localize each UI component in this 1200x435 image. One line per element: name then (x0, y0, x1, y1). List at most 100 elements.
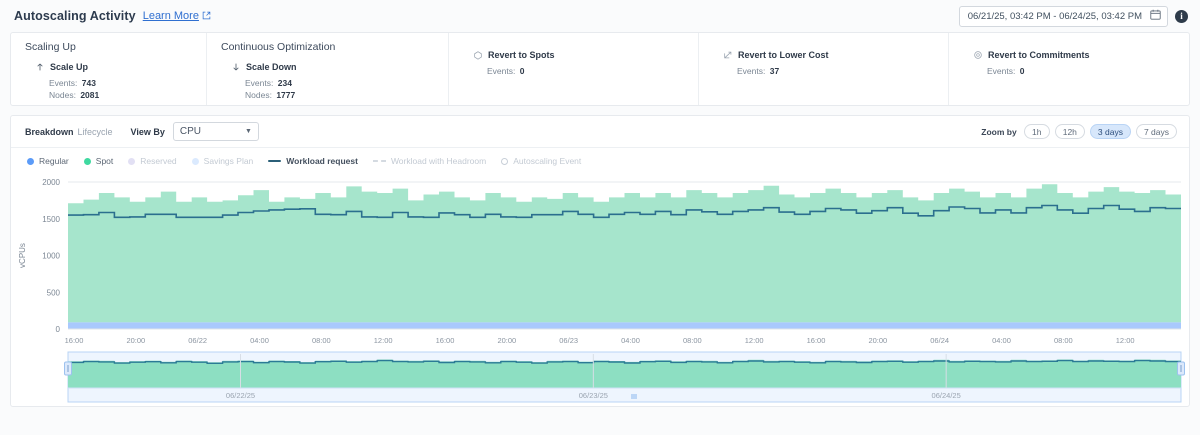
legend-item-spot[interactable]: Spot (83, 156, 114, 166)
legend-label: Spot (95, 156, 114, 166)
chart-controls: Breakdown Lifecycle View By CPU ▼ Zoom b… (11, 116, 1189, 147)
metric-row-value: 37 (769, 66, 780, 76)
metric-row-value: 234 (277, 78, 292, 88)
svg-text:1500: 1500 (42, 215, 60, 224)
svg-text:04:00: 04:00 (250, 336, 269, 345)
metric-label: Revert to Lower Cost (738, 50, 829, 60)
metric-label: Scale Down (246, 62, 297, 72)
metric-row-value: 0 (519, 66, 525, 76)
lower-cost-icon (723, 50, 733, 60)
card-scaling-up: Scaling Up Scale Up Events: 743 Nodes: 2… (11, 33, 206, 105)
metric-row: Nodes: 1777 (245, 89, 448, 101)
card-title: Continuous Optimization (221, 41, 336, 53)
zoom-option-3days[interactable]: 3 days (1089, 124, 1131, 139)
metric-row-label: Events: (487, 66, 516, 76)
legend-item-savings-plan[interactable]: Savings Plan (191, 156, 254, 166)
card-title: Scaling Up (25, 41, 76, 53)
commitments-icon (973, 50, 983, 60)
view-by-value: CPU (179, 126, 202, 137)
card-revert-to-commitments: Revert to Commitments Events: 0 (948, 33, 1189, 105)
learn-more-link[interactable]: Learn More (143, 10, 199, 22)
metric-row-label: Events: (737, 66, 766, 76)
chart-panel: Breakdown Lifecycle View By CPU ▼ Zoom b… (10, 115, 1190, 407)
date-range-picker[interactable]: 06/21/25, 03:42 PM - 06/24/25, 03:42 PM (958, 5, 1168, 27)
metric-row-value: 1777 (276, 90, 296, 100)
view-by-label: View By (130, 126, 165, 137)
metric-row: Events: 0 (487, 65, 698, 77)
metric-row-value: 743 (81, 78, 96, 88)
date-range-value: 06/21/25, 03:42 PM - 06/24/25, 03:42 PM (967, 10, 1142, 22)
metric-scale-down: Scale Down (231, 62, 448, 72)
zoom-option-label: 3 days (1097, 126, 1123, 137)
svg-text:08:00: 08:00 (683, 336, 702, 345)
metric-rows: Events: 37 (737, 65, 948, 77)
metric-row-label: Nodes: (245, 90, 272, 100)
metric-rows: Events: 0 (987, 65, 1189, 77)
chevron-down-icon: ▼ (244, 128, 252, 135)
metric-revert-to-spots: Revert to Spots (473, 50, 698, 60)
legend-label: Savings Plan (203, 156, 254, 166)
breakdown-value: Lifecycle (77, 126, 113, 137)
breakdown-label: Breakdown (25, 126, 74, 137)
svg-text:12:00: 12:00 (1116, 336, 1135, 345)
controls-divider (11, 147, 1189, 148)
zoom-option-7days[interactable]: 7 days (1135, 124, 1177, 139)
external-link-icon (202, 7, 211, 25)
metric-scale-up: Scale Up (35, 62, 206, 72)
legend-marker-dot (27, 157, 34, 165)
summary-cards: Scaling Up Scale Up Events: 743 Nodes: 2… (10, 32, 1190, 106)
svg-text:16:00: 16:00 (436, 336, 455, 345)
legend-item-reserved[interactable]: Reserved (128, 156, 177, 166)
svg-text:1000: 1000 (42, 252, 60, 261)
chart-navigator[interactable]: 06/22/25 06/23/25 06/24/25 (11, 350, 1189, 406)
card-revert-to-lower-cost: Revert to Lower Cost Events: 37 (698, 33, 948, 105)
svg-text:12:00: 12:00 (374, 336, 393, 345)
legend-item-workload-request[interactable]: Workload request (268, 156, 358, 166)
zoom-option-12h[interactable]: 12h (1054, 124, 1085, 139)
svg-text:04:00: 04:00 (992, 336, 1011, 345)
svg-text:2000: 2000 (42, 178, 60, 187)
svg-text:06/22/25: 06/22/25 (226, 391, 255, 400)
metric-rows: Events: 234 Nodes: 1777 (245, 77, 448, 101)
svg-text:06/23: 06/23 (559, 336, 578, 345)
svg-text:04:00: 04:00 (621, 336, 640, 345)
legend-item-autoscaling-event[interactable]: Autoscaling Event (501, 156, 581, 166)
page-header: Autoscaling Activity Learn More 06/21/25… (0, 0, 1200, 32)
metric-rows: Events: 0 (487, 65, 698, 77)
zoom-by-label: Zoom by (981, 126, 1017, 137)
arrow-up-icon (35, 62, 45, 72)
header-right-controls: 06/21/25, 03:42 PM - 06/24/25, 03:42 PM … (958, 5, 1188, 27)
metric-rows: Events: 743 Nodes: 2081 (49, 77, 206, 101)
metric-label: Revert to Commitments (988, 50, 1090, 60)
svg-text:08:00: 08:00 (1054, 336, 1073, 345)
svg-text:12:00: 12:00 (745, 336, 764, 345)
legend-marker-dot (128, 157, 136, 165)
page-title: Autoscaling Activity (14, 9, 136, 23)
svg-text:16:00: 16:00 (65, 336, 84, 345)
navigator-left-handle (64, 361, 72, 376)
zoom-option-1h[interactable]: 1h (1023, 124, 1050, 139)
view-by-select[interactable]: CPU ▼ (172, 122, 259, 141)
calendar-icon[interactable] (1150, 9, 1161, 23)
card-continuous-optimization: Continuous Optimization Scale Down Event… (206, 33, 448, 105)
legend-label: Workload request (286, 156, 358, 166)
zoom-option-label: 7 days (1143, 126, 1169, 137)
svg-text:06/22: 06/22 (188, 336, 207, 345)
metric-row-label: Events: (987, 66, 1016, 76)
legend-marker-line (268, 159, 282, 163)
legend-label: Autoscaling Event (513, 156, 582, 166)
spot-instance-icon (473, 50, 483, 60)
svg-text:06/24: 06/24 (930, 336, 949, 345)
metric-row-value: 0 (1019, 66, 1025, 76)
chart-legend: Regular Spot Reserved Savings Plan Workl… (11, 148, 1189, 174)
zoom-option-label: 12h (1062, 126, 1077, 137)
autoscaling-chart[interactable]: 0 500 1000 1500 2000 vCPUs 16:00 20:00 06/22 04:0… (11, 174, 1189, 350)
legend-marker-dot (191, 157, 199, 165)
info-icon[interactable]: i (1175, 9, 1188, 23)
legend-item-regular[interactable]: Regular (27, 156, 69, 166)
svg-text:20:00: 20:00 (126, 336, 145, 345)
svg-text:20:00: 20:00 (868, 336, 887, 345)
legend-item-workload-with-headroom[interactable]: Workload with Headroom (372, 156, 486, 166)
metric-row: Events: 234 (245, 77, 448, 89)
